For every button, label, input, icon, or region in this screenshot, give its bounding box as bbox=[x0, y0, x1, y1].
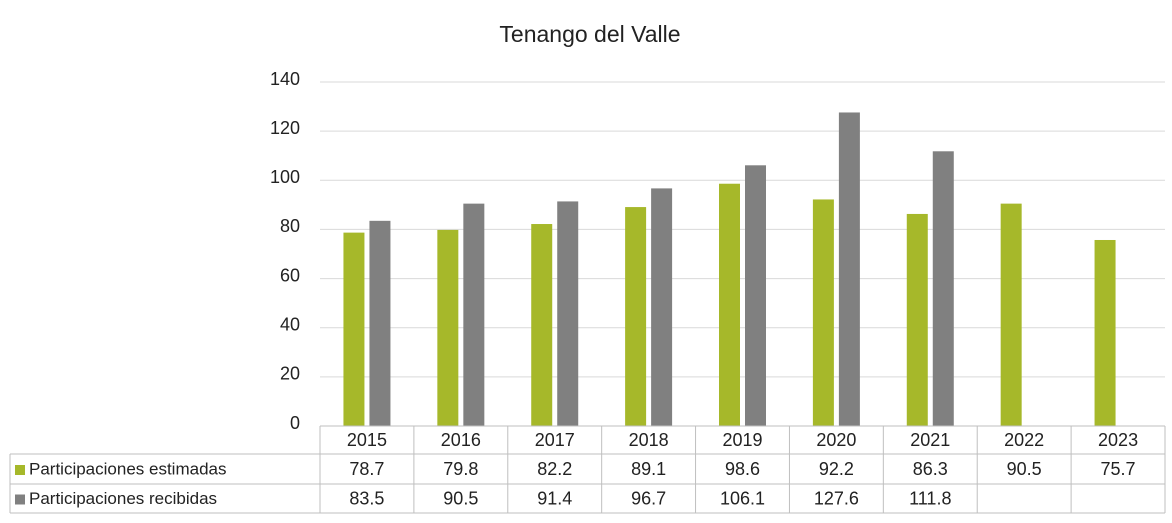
table-value: 90.5 bbox=[443, 488, 478, 508]
legend-label: Participaciones estimadas bbox=[29, 459, 226, 478]
bar bbox=[838, 112, 860, 427]
bar bbox=[625, 207, 647, 426]
y-tick-label: 0 bbox=[290, 413, 300, 433]
legend-key bbox=[15, 494, 25, 505]
table-value: 91.4 bbox=[537, 488, 572, 508]
bar bbox=[651, 188, 673, 426]
legend-key bbox=[15, 465, 25, 475]
bar bbox=[719, 183, 740, 426]
x-tick-label: 2022 bbox=[1004, 430, 1044, 450]
x-tick-label: 2023 bbox=[1098, 430, 1138, 450]
legend-label: Participaciones recibidas bbox=[29, 489, 217, 508]
bar bbox=[812, 199, 834, 426]
table-value: 92.2 bbox=[819, 459, 854, 479]
bar bbox=[1094, 239, 1116, 426]
x-tick-label: 2020 bbox=[816, 430, 856, 450]
y-tick-label: 120 bbox=[270, 118, 300, 138]
bar bbox=[437, 229, 459, 426]
y-tick-label: 40 bbox=[280, 314, 300, 334]
table-value: 127.6 bbox=[814, 488, 859, 508]
x-tick-label: 2019 bbox=[722, 430, 762, 450]
bar bbox=[557, 201, 579, 426]
table-value: 86.3 bbox=[913, 459, 948, 479]
bar bbox=[745, 165, 766, 426]
chart-title: Tenango del Valle bbox=[499, 21, 680, 47]
x-tick-label: 2018 bbox=[629, 430, 669, 450]
table-value: 106.1 bbox=[720, 488, 765, 508]
table-value: 75.7 bbox=[1101, 459, 1136, 479]
y-tick-label: 20 bbox=[280, 364, 300, 384]
bar bbox=[531, 224, 553, 426]
table-value: 83.5 bbox=[349, 488, 384, 508]
y-tick-label: 80 bbox=[280, 216, 300, 236]
table-value: 78.7 bbox=[349, 459, 384, 479]
bar bbox=[1000, 203, 1022, 426]
table-value: 98.6 bbox=[725, 459, 760, 479]
y-tick-label: 60 bbox=[280, 265, 300, 285]
bar bbox=[932, 151, 954, 426]
table-value: 90.5 bbox=[1007, 459, 1042, 479]
bar bbox=[463, 203, 485, 426]
x-tick-label: 2015 bbox=[347, 430, 387, 450]
bar bbox=[369, 220, 391, 426]
x-tick-label: 2016 bbox=[441, 430, 481, 450]
y-tick-label: 100 bbox=[270, 167, 300, 187]
table-value: 82.2 bbox=[537, 459, 572, 479]
table-value: 111.8 bbox=[909, 488, 951, 508]
table-value: 79.8 bbox=[443, 459, 478, 479]
table-value: 96.7 bbox=[631, 488, 666, 508]
y-tick-label: 140 bbox=[270, 69, 300, 89]
x-tick-label: 2017 bbox=[535, 430, 575, 450]
bar bbox=[906, 213, 928, 426]
table-value: 89.1 bbox=[631, 459, 666, 479]
x-tick-label: 2021 bbox=[910, 430, 950, 450]
bar bbox=[343, 232, 365, 426]
